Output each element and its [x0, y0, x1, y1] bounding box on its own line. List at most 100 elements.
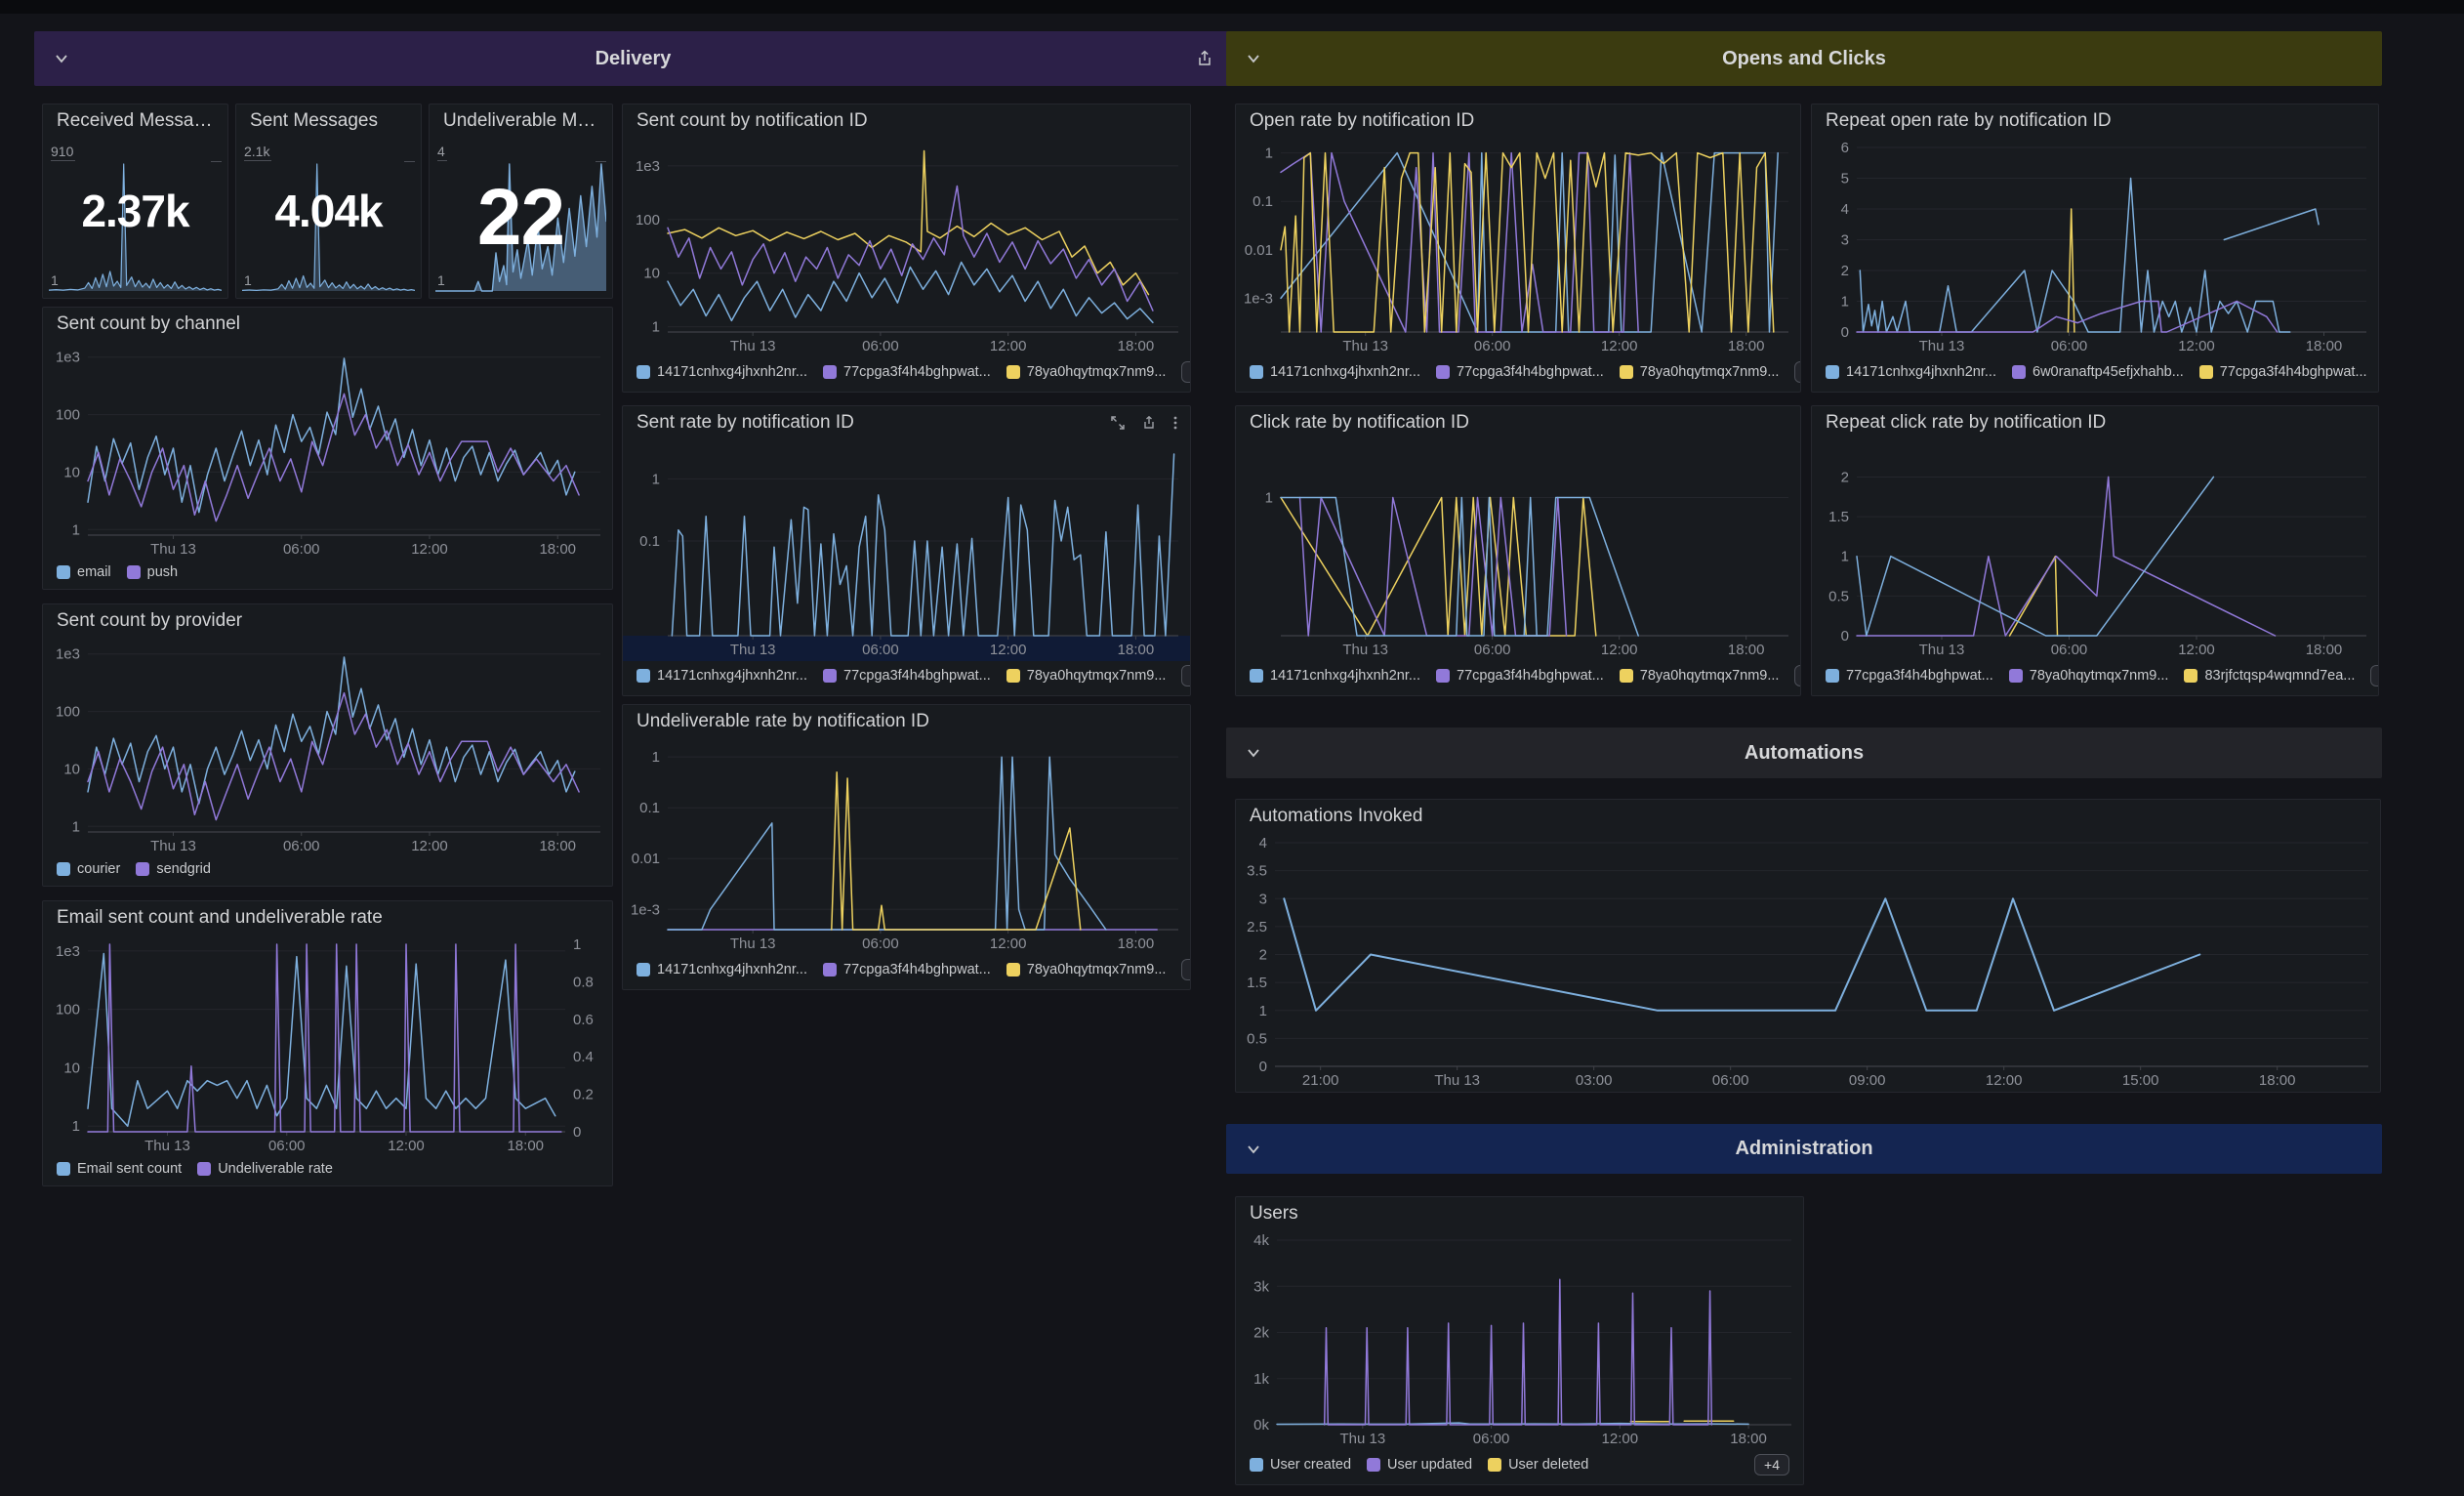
svg-text:0.01: 0.01 [632, 851, 660, 867]
panel-title[interactable]: Sent rate by notification ID [637, 412, 854, 433]
panel-title[interactable]: Email sent count and undeliverable rate [57, 907, 383, 928]
svg-text:10: 10 [643, 266, 660, 282]
legend-item[interactable]: User created [1250, 1457, 1351, 1473]
kebab-menu-icon[interactable] [1172, 415, 1178, 431]
legend-item[interactable]: 14171cnhxg4jhxnh2nr... [637, 364, 807, 380]
svg-text:2: 2 [1841, 469, 1849, 485]
svg-text:18:00: 18:00 [1728, 642, 1765, 658]
legend-more-badge[interactable]: +12 [1794, 361, 1800, 383]
automations-invoked-chart[interactable]: 4 3.5 3 2.5 2 1.5 1 0.5 0 21:00 Thu 13 03:00 06:00 09… [1236, 833, 2380, 1092]
legend-item[interactable]: 78ya0hqytmqx7nm9... [1006, 668, 1166, 684]
legend-item[interactable]: email [57, 564, 111, 580]
svg-text:18:00: 18:00 [1118, 935, 1155, 952]
legend-item[interactable]: sendgrid [136, 861, 211, 877]
legend-more-badge[interactable]: +8 [1181, 361, 1190, 383]
legend-item[interactable]: 14171cnhxg4jhxnh2nr... [1826, 364, 1996, 380]
spark-max-label: 4 [437, 144, 447, 161]
svg-text:0.5: 0.5 [1828, 588, 1849, 604]
svg-text:1: 1 [573, 936, 581, 953]
svg-text:Thu 13: Thu 13 [1434, 1072, 1480, 1089]
received-messages-sparkline[interactable] [49, 163, 222, 292]
legend-item[interactable]: User updated [1367, 1457, 1472, 1473]
chevron-down-icon[interactable] [52, 49, 71, 68]
legend-item[interactable]: 14171cnhxg4jhxnh2nr... [1250, 668, 1420, 684]
undeliverable-messages-sparkline[interactable] [435, 163, 606, 292]
svg-text:4: 4 [1841, 201, 1849, 218]
repeat-click-rate-by-notification-id-chart[interactable]: 2 1.5 1 0.5 0 Thu 13 06:00 12:00 18:00 [1812, 439, 2378, 661]
svg-text:12:00: 12:00 [388, 1138, 425, 1154]
panel-title[interactable]: Received Messages [57, 110, 225, 131]
legend-item[interactable]: Email sent count [57, 1161, 182, 1177]
row-header-opens-and-clicks[interactable]: Opens and Clicks [1226, 31, 2382, 86]
panel-title[interactable]: Sent count by provider [57, 610, 243, 631]
legend-label: 14171cnhxg4jhxnh2nr... [657, 364, 807, 380]
panel-title[interactable]: Sent count by channel [57, 313, 241, 334]
panel-title[interactable]: Undeliverable Mes... [443, 110, 612, 131]
panel-title[interactable]: Automations Invoked [1250, 806, 1423, 826]
legend-item[interactable]: 78ya0hqytmqx7nm9... [1006, 364, 1166, 380]
sent-count-by-provider-chart[interactable]: 1e3 100 10 1 Thu 13 06:00 12:00 18:00 [43, 638, 612, 857]
legend-item[interactable]: 14171cnhxg4jhxnh2nr... [637, 668, 807, 684]
legend-item[interactable]: 77cpga3f4h4bghpwat... [823, 668, 991, 684]
panel-title[interactable]: Sent count by notification ID [637, 110, 868, 131]
legend-item[interactable]: 78ya0hqytmqx7nm9... [1619, 364, 1779, 380]
legend-more-badge[interactable]: +8 [1181, 665, 1190, 686]
svg-text:06:00: 06:00 [862, 642, 899, 658]
row-header-delivery[interactable]: Delivery [34, 31, 1232, 86]
legend-swatch-icon [823, 669, 837, 683]
sent-rate-by-notification-id-chart[interactable]: 1 0.1 Thu 13 06:00 12:00 18:00 [623, 439, 1190, 661]
repeat-open-rate-by-notification-id-chart[interactable]: 6 5 4 3 2 1 0 Thu 13 06:00 12:00 18:00 [1812, 138, 2378, 357]
legend-more-badge[interactable]: +11 [1794, 665, 1800, 686]
share-icon[interactable] [1195, 49, 1214, 68]
legend-item[interactable]: courier [57, 861, 120, 877]
legend-more-badge[interactable]: +4 [2370, 665, 2378, 686]
share-icon[interactable] [1141, 415, 1157, 431]
panel-title[interactable]: Repeat click rate by notification ID [1826, 412, 2107, 433]
legend-more-badge[interactable]: +8 [1181, 959, 1190, 980]
legend-item[interactable]: 77cpga3f4h4bghpwat... [1826, 668, 1993, 684]
legend-item[interactable]: push [126, 564, 178, 580]
legend-item[interactable]: 77cpga3f4h4bghpwat... [823, 962, 991, 977]
legend-item[interactable]: 78ya0hqytmqx7nm9... [1006, 962, 1166, 977]
legend-item[interactable]: 14171cnhxg4jhxnh2nr... [1250, 364, 1420, 380]
svg-text:18:00: 18:00 [2306, 642, 2343, 658]
panel-title[interactable]: Undeliverable rate by notification ID [637, 711, 929, 731]
legend-item[interactable]: 6w0ranaftp45efjxhahb... [2012, 364, 2184, 380]
legend-item[interactable]: 14171cnhxg4jhxnh2nr... [637, 962, 807, 977]
legend-item[interactable]: 77cpga3f4h4bghpwat... [2198, 364, 2367, 380]
legend-item[interactable]: 77cpga3f4h4bghpwat... [1436, 364, 1604, 380]
legend-swatch-icon [1250, 365, 1263, 379]
legend-item[interactable]: 77cpga3f4h4bghpwat... [823, 364, 991, 380]
svg-text:Thu 13: Thu 13 [730, 642, 776, 658]
legend-item[interactable]: 78ya0hqytmqx7nm9... [2008, 668, 2168, 684]
panel-title[interactable]: Users [1250, 1203, 1298, 1224]
panel-title[interactable]: Repeat open rate by notification ID [1826, 110, 2112, 131]
email-sent-count-and-undeliverable-rate-chart[interactable]: 1e3 100 10 1 1 0.8 0.6 0.4 0.2 0 Thu 13 06:00 12:00 1… [43, 935, 612, 1157]
svg-text:1e-3: 1e-3 [1244, 290, 1273, 307]
panel-title[interactable]: Click rate by notification ID [1250, 412, 1469, 433]
legend-label: 77cpga3f4h4bghpwat... [843, 668, 991, 684]
legend-item[interactable]: 78ya0hqytmqx7nm9... [1619, 668, 1779, 684]
undeliverable-rate-by-notification-id-chart[interactable]: 1 0.1 0.01 1e-3 Thu 13 06:00 12:00 18:00 [623, 738, 1190, 955]
legend-item[interactable]: 77cpga3f4h4bghpwat... [1436, 668, 1604, 684]
row-header-automations[interactable]: Automations [1226, 727, 2382, 778]
panel-title[interactable]: Sent Messages [250, 110, 378, 131]
stat-value: 4.04k [274, 186, 383, 237]
sent-count-by-notification-id-chart[interactable]: 1e3 100 10 1 Thu 13 06:00 12:00 18:00 [623, 138, 1190, 357]
chevron-down-icon[interactable] [1244, 1140, 1263, 1159]
legend-item[interactable]: Undeliverable rate [197, 1161, 333, 1177]
legend-item[interactable]: 83rjfctqsp4wqmnd7ea... [2184, 668, 2355, 684]
sent-messages-sparkline[interactable] [242, 163, 415, 292]
chevron-down-icon[interactable] [1244, 743, 1263, 763]
sent-count-by-channel-chart[interactable]: 1e3 100 10 1 Thu 13 06:00 12:00 18:00 [43, 341, 612, 561]
panel-title[interactable]: Open rate by notification ID [1250, 110, 1475, 131]
expand-icon[interactable] [1110, 415, 1126, 431]
chevron-down-icon[interactable] [1244, 49, 1263, 68]
users-chart[interactable]: 4k 3k 2k 1k 0k Thu 13 06:00 12:00 18:00 [1236, 1230, 1803, 1450]
open-rate-by-notification-id-chart[interactable]: 1 0.1 0.01 1e-3 Thu 13 06:00 12:00 18:00 [1236, 138, 1800, 357]
legend-more-badge[interactable]: +4 [1754, 1454, 1789, 1475]
row-header-administration[interactable]: Administration [1226, 1124, 2382, 1174]
legend-item[interactable]: User deleted [1488, 1457, 1588, 1473]
svg-text:4: 4 [1259, 835, 1267, 852]
click-rate-by-notification-id-chart[interactable]: 1 Thu 13 06:00 12:00 18:00 [1236, 439, 1800, 661]
